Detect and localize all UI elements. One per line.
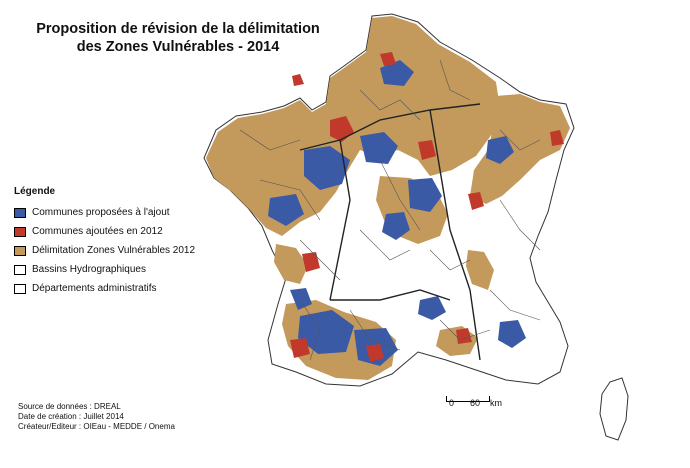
creator-line: Créateur/Editeur : OIEau - MEDDE / Onema [18,422,175,431]
map-title: Proposition de révision de la délimitati… [36,21,320,55]
vulnerable-zone-vendee [274,244,308,284]
scale-value: 60 [470,398,481,408]
legend-item-added-2012: Communes ajoutées en 2012 [14,222,195,241]
vulnerable-zone-east [470,94,570,204]
department-boundaries [239,59,541,361]
legend: Légende Communes proposées à l'ajout Com… [14,186,195,298]
legend-heading: Légende [14,186,56,197]
corsica-outline [599,377,629,441]
legend-item-basins: Bassins Hydrographiques [14,260,195,279]
scale-bar-line [446,396,490,402]
legend-label-vulnerable: Délimitation Zones Vulnérables 2012 [32,245,196,256]
source-block: Source de données : DREAL Date de créati… [18,402,175,432]
scale-zero: 0 [449,398,455,408]
legend-label-proposed: Communes proposées à l'ajout [32,207,170,218]
source-line: Source de données : DREAL [18,402,121,411]
legend-swatch-proposed [14,207,26,218]
legend-item-vulnerable: Délimitation Zones Vulnérables 2012 [14,241,195,260]
legend-swatch-departments [14,283,26,294]
vulnerable-zone-rhone [466,250,494,290]
legend-label-added-2012: Communes ajoutées en 2012 [32,226,163,237]
date-line: Date de création : Juillet 2014 [18,412,124,421]
legend-label-basins: Bassins Hydrographiques [32,264,146,275]
legend-swatch-basins [14,264,26,275]
vulnerable-zone-north-west [206,16,500,236]
legend-label-departments: Départements administratifs [32,283,157,294]
scale-unit: km [490,398,502,408]
legend-item-departments: Départements administratifs [14,279,195,298]
legend-swatch-vulnerable [14,245,26,256]
legend-swatch-added-2012 [14,226,26,237]
legend-item-proposed: Communes proposées à l'ajout [14,203,195,222]
